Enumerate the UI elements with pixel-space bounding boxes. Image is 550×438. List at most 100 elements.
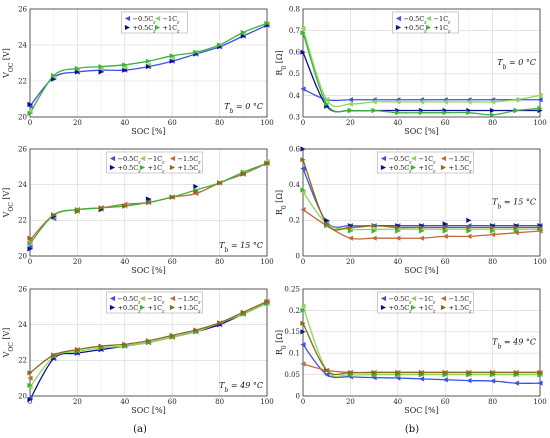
y-tick-label: 0.2: [289, 217, 300, 225]
data-point: [466, 228, 472, 234]
data-point: [418, 376, 425, 382]
data-point: [395, 235, 401, 241]
data-point: [442, 369, 448, 376]
legend-label: +1.5Cr: [449, 164, 473, 175]
data-point: [466, 224, 472, 231]
y-tick-label: 0.6: [289, 49, 301, 57]
data-point: [300, 329, 306, 335]
y-tick-label: 0.5: [289, 70, 300, 78]
data-point: [98, 69, 104, 75]
y-tick-label: 26: [18, 285, 27, 293]
legend: −0.5Cr −1Cr −1.5Cr +0.5Cr +1Cr +1.5Cr: [106, 291, 203, 315]
data-point: [300, 307, 306, 313]
data-point: [300, 342, 306, 348]
legend-label: −1.5Cr: [178, 155, 202, 166]
y-tick-label: 0.6: [289, 145, 301, 153]
data-point: [300, 157, 306, 163]
y-tick-label: 0.8: [289, 5, 300, 13]
data-point: [264, 160, 270, 166]
data-point: [466, 110, 472, 116]
data-point: [490, 369, 496, 376]
data-point: [395, 224, 401, 231]
x-tick-label: 60: [441, 258, 450, 266]
y-axis-label: R0 [Ω]: [275, 50, 288, 75]
data-point: [145, 338, 152, 344]
legend-marker: [139, 155, 146, 162]
chart-panel-2: 0 20 40 60 80 100 0.3 0.4 0.5 0.6 0.7 0.8 SOC [%] R0 …: [275, 5, 547, 136]
data-point: [27, 101, 33, 107]
legend-marker: [440, 295, 447, 302]
data-point: [395, 375, 401, 381]
data-point: [300, 361, 306, 367]
caption-b: (b): [405, 424, 419, 435]
data-point: [442, 224, 448, 231]
data-point: [193, 327, 199, 333]
data-point: [347, 235, 353, 241]
legend-marker: [380, 164, 387, 171]
legend: −0.5Cr −1Cr +0.5Cr +1Cr: [121, 11, 188, 35]
legend-marker: [154, 15, 161, 22]
temperature-annotation: Tb = 15 °C: [219, 241, 263, 254]
data-point: [418, 224, 425, 231]
data-point: [513, 107, 519, 114]
data-point: [395, 99, 401, 105]
x-tick-label: 0: [28, 119, 32, 127]
chart-panel-4: 0 20 40 60 80 100 0 0.2 0.4 0.6 SOC [%] R0 [Ω] −0.5C…: [275, 145, 547, 275]
legend-marker: [425, 15, 432, 22]
data-point: [347, 97, 353, 103]
x-tick-label: 80: [215, 258, 224, 266]
legend-marker: [109, 155, 116, 162]
data-point: [74, 208, 80, 215]
data-point: [300, 146, 306, 152]
legend-marker: [380, 295, 387, 302]
x-tick-label: 60: [441, 398, 450, 406]
x-tick-label: 80: [488, 119, 497, 127]
legend-marker: [169, 295, 176, 302]
x-axis-label: SOC [%]: [404, 406, 439, 415]
data-point: [169, 332, 175, 338]
data-point: [324, 101, 330, 107]
data-point: [324, 221, 330, 227]
x-tick-label: 0: [301, 119, 305, 127]
data-point: [27, 246, 33, 252]
y-tick-label: 26: [18, 5, 27, 13]
data-point: [300, 49, 306, 55]
data-point: [145, 199, 152, 206]
x-tick-label: 100: [260, 258, 273, 266]
data-point: [145, 64, 152, 70]
legend-label: +0.5Cr: [389, 164, 413, 175]
data-point: [122, 341, 128, 347]
data-point: [145, 58, 152, 64]
legend-box: [392, 11, 459, 34]
data-point: [217, 42, 223, 48]
temperature-annotation: Tb = 15 °C: [492, 198, 536, 211]
y-tick-label: 0.4: [289, 181, 301, 189]
data-point: [513, 228, 519, 234]
data-point: [98, 205, 104, 211]
y-tick-label: 20: [18, 252, 27, 260]
data-point: [466, 369, 472, 376]
series-p1: [300, 30, 543, 118]
data-point: [442, 377, 448, 383]
data-point: [347, 228, 353, 234]
data-point: [324, 217, 330, 223]
legend-label: +1Cr: [148, 304, 166, 315]
temperature-annotation: Tb = 49 °C: [492, 338, 536, 351]
legend-label: −1Cr: [434, 15, 452, 26]
data-point: [300, 187, 306, 193]
x-tick-label: 100: [260, 119, 273, 127]
caption-a: (a): [133, 424, 147, 435]
y-tick-label: 22: [18, 217, 27, 225]
temperature-annotation: Tb = 0 °C: [224, 102, 263, 115]
data-point: [122, 203, 128, 209]
legend-label: −1.5Cr: [449, 295, 473, 306]
x-tick-label: 20: [73, 398, 82, 406]
y-axis-label: VOC [V]: [2, 328, 15, 359]
x-axis-label: SOC [%]: [131, 127, 166, 136]
legend-label: −0.5Cr: [389, 155, 413, 166]
data-point: [27, 370, 33, 376]
data-point: [466, 377, 472, 384]
